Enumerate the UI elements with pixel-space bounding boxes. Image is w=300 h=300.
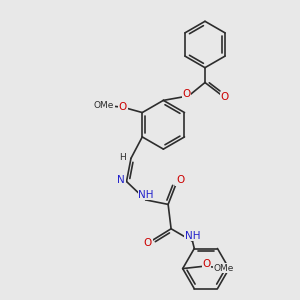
Text: OMe: OMe bbox=[94, 101, 114, 110]
Text: OMe: OMe bbox=[214, 264, 234, 273]
Text: O: O bbox=[202, 259, 211, 269]
Text: O: O bbox=[144, 238, 152, 248]
Text: NH: NH bbox=[138, 190, 154, 200]
Text: O: O bbox=[176, 175, 184, 185]
Text: H: H bbox=[119, 153, 126, 162]
Text: N: N bbox=[117, 175, 125, 185]
Text: O: O bbox=[221, 92, 229, 102]
Text: O: O bbox=[119, 102, 127, 112]
Text: NH: NH bbox=[185, 231, 200, 241]
Text: O: O bbox=[182, 88, 190, 98]
